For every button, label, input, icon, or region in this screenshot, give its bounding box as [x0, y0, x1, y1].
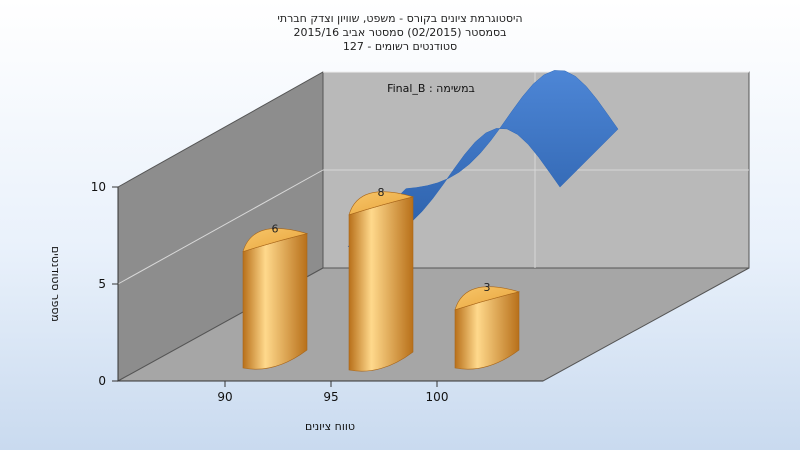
bar-body — [242, 233, 308, 370]
legend-label: במשימה : Final_B — [387, 82, 475, 95]
bar-value-label: 6 — [272, 223, 279, 236]
bar-value-label: 3 — [484, 281, 491, 294]
y-tick-label: 10 — [91, 180, 106, 194]
title-line-1: היסטוגרמת ציונים בקורס - משפט, שוויון וצ… — [277, 12, 522, 25]
y-axis-title: מספר סטודנטים — [49, 246, 62, 322]
bar-value-label: 8 — [378, 186, 385, 199]
side-grid-h-mid — [117, 169, 324, 285]
distribution-curve — [347, 70, 619, 247]
x-tick-label: 95 — [323, 390, 338, 404]
bar-cap — [454, 286, 521, 311]
bar: 8 — [348, 186, 415, 372]
x-tick-label: 90 — [217, 390, 232, 404]
bar-cap — [242, 228, 309, 253]
bar-body — [348, 196, 414, 372]
title-line-3: סטודנטים רשומים - 127 — [343, 40, 457, 53]
bar: 6 — [242, 223, 309, 370]
bar-cap — [348, 191, 415, 216]
x-axis-title: טווח ציונים — [305, 420, 355, 433]
chart-title: היסטוגרמת ציונים בקורס - משפט, שוויון וצ… — [277, 12, 522, 53]
bars: 6 8 3 — [242, 186, 521, 372]
y-tick-label: 5 — [98, 277, 106, 291]
bar: 3 — [454, 281, 521, 370]
x-ticks: 90 95 100 — [217, 381, 448, 404]
x-tick-label: 100 — [426, 390, 449, 404]
y-ticks: 0 5 10 — [91, 180, 118, 388]
title-line-2: בסמסטר (02/2015) סמסטר אביב 2015/16 — [293, 26, 506, 39]
y-tick-label: 0 — [98, 374, 106, 388]
